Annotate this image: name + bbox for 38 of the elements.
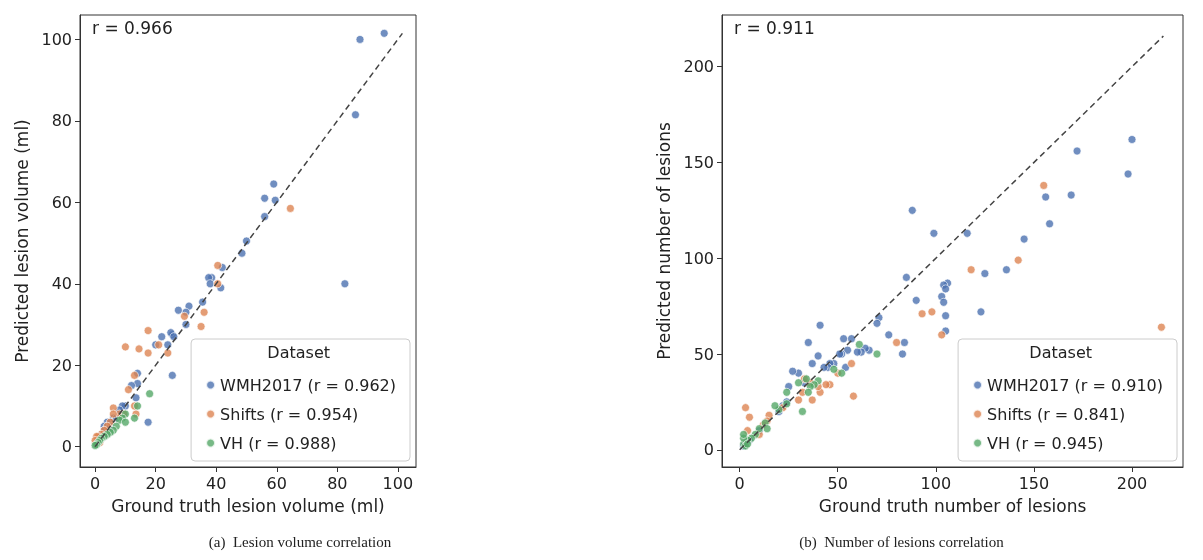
x-tick-label: 200 (1116, 473, 1148, 493)
legend-label: VH (r = 0.988) (220, 433, 337, 453)
x-tick-label: 150 (1018, 473, 1050, 493)
x-tick-label: 80 (327, 473, 348, 493)
legend-label: WMH2017 (r = 0.910) (987, 375, 1163, 395)
y-tick-label: 100 (41, 29, 72, 49)
y-tick-label: 150 (683, 152, 714, 172)
text: (a) Lesion volume correlation (208, 533, 392, 551)
legend-label: Shifts (r = 0.954) (220, 404, 359, 424)
legend-label: VH (r = 0.945) (987, 433, 1104, 453)
y-tick-label: 0 (703, 440, 714, 460)
x-axis-title: Ground truth number of lesions (818, 495, 1087, 516)
legend-label: Shifts (r = 0.841) (987, 404, 1126, 424)
x-tick-label: 0 (90, 473, 101, 493)
x-tick-label: 100 (920, 473, 952, 493)
legend-label: WMH2017 (r = 0.962) (220, 375, 396, 395)
y-tick-label: 0 (61, 437, 72, 457)
y-tick-label: 50 (693, 344, 714, 364)
x-tick-label: 60 (266, 473, 287, 493)
y-tick-label: 40 (51, 274, 72, 294)
x-axis-title: Ground truth lesion volume (ml) (111, 495, 385, 516)
legend-title: Dataset (1029, 342, 1092, 362)
legend-title: Dataset (267, 342, 330, 362)
y-axis-title: Predicted number of lesions (654, 122, 675, 360)
y-tick-label: 100 (683, 248, 714, 268)
y-tick-label: 60 (51, 192, 72, 212)
x-tick-label: 40 (206, 473, 227, 493)
y-axis-title: Predicted lesion volume (ml) (12, 119, 33, 363)
annotation: r = 0.911 (734, 17, 815, 38)
annotation: r = 0.966 (92, 17, 173, 38)
y-tick-label: 20 (51, 355, 72, 375)
y-tick-label: 200 (683, 57, 714, 77)
x-tick-label: 100 (382, 473, 414, 493)
x-tick-label: 20 (145, 473, 166, 493)
x-tick-label: 0 (734, 473, 745, 493)
x-tick-label: 50 (827, 473, 848, 493)
text: (b) Number of lesions correlation (799, 533, 1005, 551)
y-tick-label: 80 (51, 111, 72, 131)
